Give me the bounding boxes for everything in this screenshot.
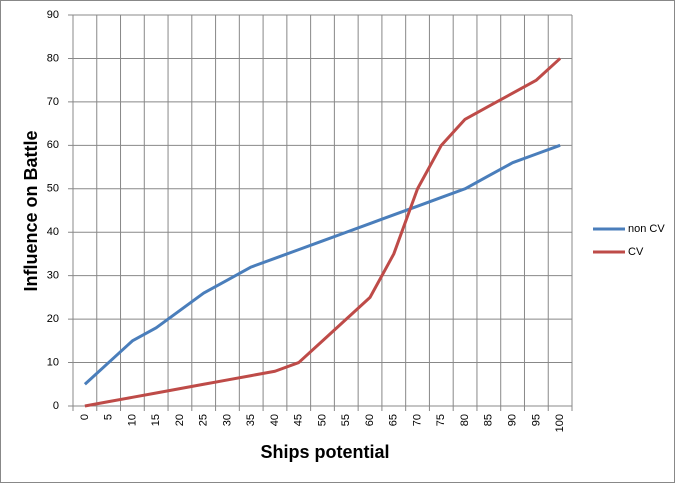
x-tick-label: 0 [79,414,91,420]
x-tick-label: 30 [221,414,233,426]
x-tick-label: 80 [459,414,471,426]
x-tick-label: 35 [245,414,257,426]
x-tick-label: 90 [507,414,519,426]
legend-label: non CV [628,223,665,235]
y-tick-label: 20 [47,313,59,325]
y-axis-title: Influence on Battle [21,130,41,291]
y-tick-label: 90 [47,9,59,21]
legend-label: CV [628,246,644,258]
y-tick-label: 70 [47,96,59,108]
y-tick-label: 10 [47,356,59,368]
x-tick-label: 60 [364,414,376,426]
x-tick-label: 70 [411,414,423,426]
y-tick-label: 0 [53,400,59,412]
x-tick-label: 100 [554,414,566,432]
y-tick-label: 80 [47,52,59,64]
x-axis-title: Ships potential [260,442,389,462]
x-tick-label: 75 [435,414,447,426]
y-tick-label: 60 [47,139,59,151]
x-tick-label: 95 [530,414,542,426]
x-tick-label: 25 [198,414,210,426]
y-tick-label: 40 [47,226,59,238]
x-tick-label: 5 [103,414,115,420]
x-tick-label: 10 [126,414,138,426]
line-series [84,57,562,408]
y-tick-label: 30 [47,270,59,282]
x-tick-label: 55 [340,414,352,426]
x-tick-label: 40 [269,414,281,426]
x-tick-label: 85 [483,414,495,426]
line-series [83,143,561,386]
y-tick-label: 50 [47,183,59,195]
x-tick-label: 65 [388,414,400,426]
x-tick-label: 50 [316,414,328,426]
x-tick-label: 45 [293,414,305,426]
x-tick-label: 15 [150,414,162,426]
x-tick-label: 20 [174,414,186,426]
